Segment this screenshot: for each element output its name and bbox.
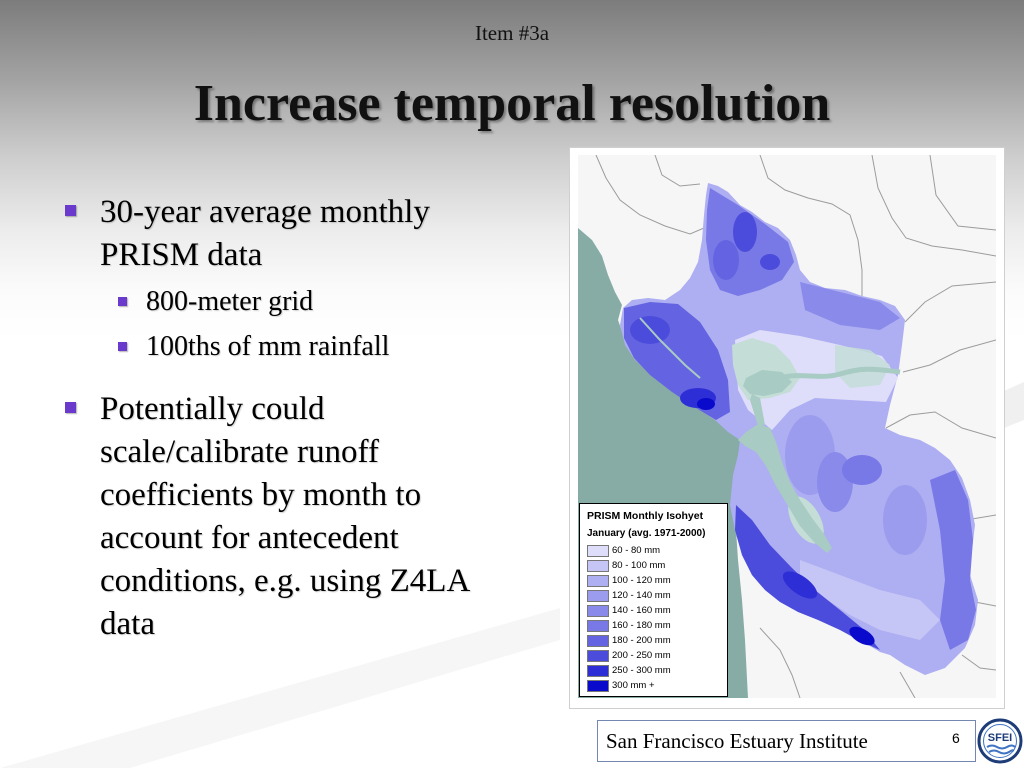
rainfall-zone-diablo [842,455,882,485]
bullet-1-line: 30-year average monthly [100,194,430,230]
logo-text: SFEI [988,732,1012,744]
legend-swatch [587,635,609,647]
bullet-marker [65,205,76,216]
county-boundary [759,155,863,296]
legend-entry: 200 - 250 mm [587,650,722,662]
sub-bullet-marker [118,297,127,306]
bullet-2-line: scale/calibrate runoff [100,434,379,470]
legend-label: 200 - 250 mm [612,650,671,661]
rainfall-zone-northeast [800,282,900,330]
rainfall-zone-marin-peak [697,398,715,410]
legend-swatch [587,620,609,632]
county-boundary [929,155,996,231]
rainfall-zone-north-peak [760,254,780,270]
legend-entry: 80 - 100 mm [587,560,722,572]
county-boundaries [595,155,996,698]
legend-swatch [587,590,609,602]
legend-entry: 60 - 80 mm [587,545,722,557]
bullet-2-line: conditions, e.g. using Z4LA [100,563,471,599]
county-boundary [974,601,996,607]
legend-entry: 160 - 180 mm [587,620,722,632]
bullet-1-line: PRISM data [100,237,263,273]
page-number: 6 [952,730,960,746]
legend-label: 140 - 160 mm [612,605,671,616]
san-francisco-bay [738,424,832,553]
county-boundary [961,654,996,671]
legend-label: 60 - 80 mm [612,545,661,556]
sfei-logo: SFEI [977,718,1023,764]
rainfall-zone-range-peak [782,571,818,599]
logo-wave [986,744,1016,750]
logo-wave [988,749,1015,755]
decor-swoosh [0,608,560,768]
legend-entry: 100 - 120 mm [587,575,722,587]
legend-swatch [587,575,609,587]
slide-title: Increase temporal resolution [193,75,831,132]
legend-label: 300 mm + [612,680,655,691]
county-boundary [595,155,705,235]
legend-label: 80 - 100 mm [612,560,666,571]
legend-entry: 300 mm + [587,680,722,692]
county-boundary [871,155,996,257]
rainfall-zone-east-interior [883,485,927,555]
river-channel [779,366,901,381]
rainfall-zone-north-peak [733,212,757,252]
legend-entry: 140 - 160 mm [587,605,722,617]
organization-name: San Francisco Estuary Institute [606,729,868,753]
rainfall-zone-north-peak [713,240,739,280]
legend-swatch [587,665,609,677]
rainfall-zone-santa-cruz-range [735,505,880,650]
legend-entry: 120 - 140 mm [587,590,722,602]
legend-entry: 180 - 200 mm [587,635,722,647]
county-boundary [904,281,996,323]
rainfall-zone-south-valley [800,560,940,640]
county-boundary [759,627,801,698]
legend-swatch [587,605,609,617]
legend-title: PRISM Monthly Isohyet [587,510,704,522]
sub-bullet-item: 100ths of mm rainfall [146,331,390,362]
county-boundary [885,411,996,439]
logo-inner-ring [983,724,1017,758]
footer-organization-box: San Francisco Estuary Institute [597,720,976,762]
rainfall-zone-range-peak [849,626,875,646]
legend-label: 100 - 120 mm [612,575,671,586]
item-label: Item #3a [474,21,550,45]
legend-swatch [587,650,609,662]
legend-swatch [587,680,609,692]
county-boundary [902,339,996,373]
legend-label: 250 - 300 mm [612,665,671,676]
county-boundary [899,671,916,698]
legend-subtitle: January (avg. 1971-2000) [587,528,706,539]
bullet-2-line: account for antecedent [100,520,399,556]
legend-entry: 250 - 300 mm [587,665,722,677]
legend-swatch [587,560,609,572]
bullet-marker [65,402,76,413]
sub-bullet-marker [118,342,127,351]
map-legend: PRISM Monthly Isohyet January (avg. 1971… [579,503,728,697]
bullet-2-line: coefficients by month to [100,477,422,513]
bay-connector [750,394,765,426]
legend-label: 160 - 180 mm [612,620,671,631]
bullet-2-line: Potentially could [100,391,325,427]
bullet-2-line: data [100,606,155,642]
legend-swatch [587,545,609,557]
legend-label: 120 - 140 mm [612,590,671,601]
sub-bullet-item: 800-meter grid [146,286,314,317]
county-boundary [654,155,701,187]
delta-marsh [835,345,890,388]
tomales-bay [639,317,701,379]
legend-label: 180 - 200 mm [612,635,671,646]
rainfall-zone-east-ridge [930,470,976,650]
